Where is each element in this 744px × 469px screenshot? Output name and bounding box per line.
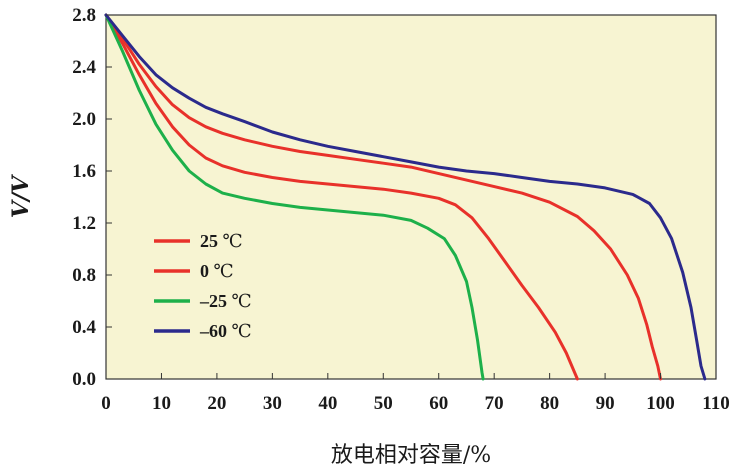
x-tick-label: 90 [596, 393, 615, 414]
legend-label-unit: ℃ [227, 291, 252, 311]
y-tick-label: 1.2 [72, 213, 96, 234]
y-tick-label: 2.8 [72, 5, 96, 26]
x-tick-label: 40 [318, 393, 337, 414]
x-tick-label: 100 [646, 393, 675, 414]
x-tick-label: 70 [485, 393, 504, 414]
series-line-3 [104, 13, 707, 381]
legend-label-1: 0 ℃ [200, 261, 234, 281]
x-axis-ticks: 0 10 20 30 40 50 60 70 80 90 100 110 [101, 373, 730, 414]
x-axis-label: 放电相对容量/% [331, 443, 491, 468]
x-tick-label: 20 [207, 393, 226, 414]
y-tick-label: 2.0 [72, 109, 96, 130]
x-tick-label: 80 [540, 393, 559, 414]
legend-label-2: –25 ℃ [199, 291, 252, 311]
x-tick-label: 10 [152, 393, 171, 414]
x-tick-label: 60 [429, 393, 448, 414]
y-axis-label: V/V [8, 174, 34, 218]
x-tick-label: 110 [702, 393, 729, 414]
legend-label-unit: ℃ [227, 321, 252, 341]
x-tick-label: 0 [101, 393, 111, 414]
legend-label-number: 0 [200, 261, 209, 281]
series-layer [104, 13, 707, 381]
legend-label-number: 25 [200, 231, 218, 251]
series-line-1 [104, 13, 579, 381]
legend-label-0: 25 ℃ [200, 231, 243, 251]
legend-label-number: –60 [199, 321, 227, 341]
y-tick-label: 2.4 [72, 57, 96, 78]
legend-label-3: –60 ℃ [199, 321, 252, 341]
y-tick-label: 0.4 [72, 317, 96, 338]
y-axis-ticks: 0.0 0.4 0.8 1.2 1.6 2.0 2.4 2.8 [72, 5, 112, 390]
legend-label-number: –25 [199, 291, 227, 311]
series-line-0 [104, 13, 662, 381]
x-tick-label: 50 [374, 393, 393, 414]
x-tick-label: 30 [263, 393, 282, 414]
y-tick-label: 1.6 [72, 161, 96, 182]
series-line-2 [104, 13, 485, 381]
legend-label-unit: ℃ [218, 231, 243, 251]
plot-area [105, 14, 717, 380]
y-tick-label: 0.8 [72, 265, 96, 286]
legend-label-unit: ℃ [209, 261, 234, 281]
legend: 25 ℃0 ℃–25 ℃–60 ℃ [154, 231, 252, 341]
y-tick-label: 0.0 [72, 369, 96, 390]
